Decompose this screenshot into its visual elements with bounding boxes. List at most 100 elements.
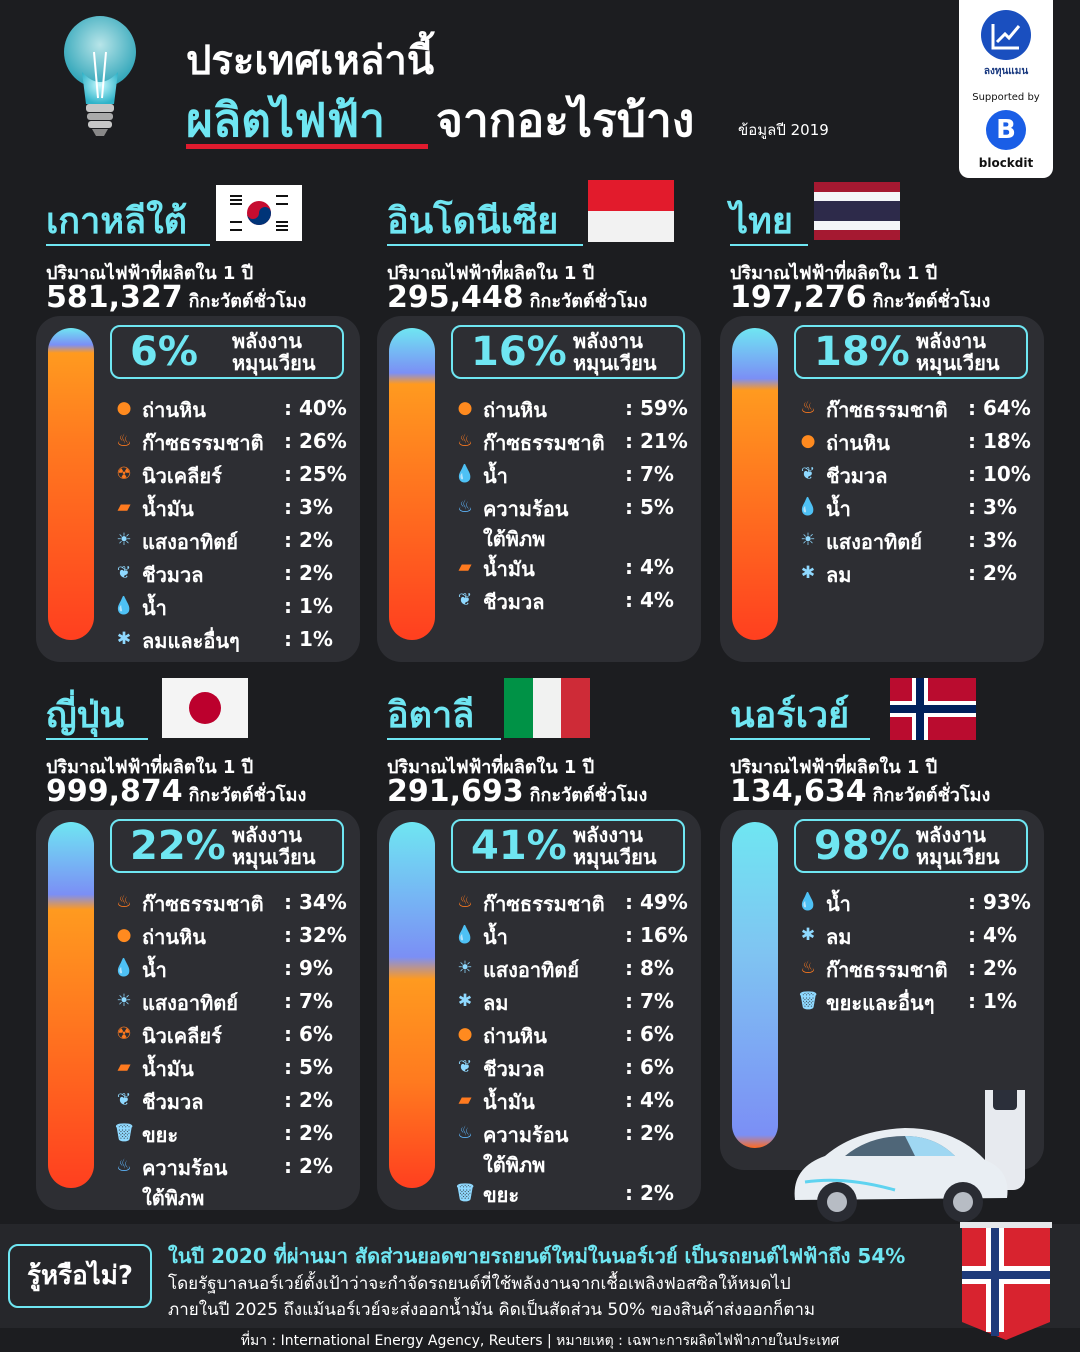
renewable-label-line-1: พลังงาน (232, 329, 302, 353)
oil-icon: ▰ (117, 1057, 131, 1077)
source-percent: : 2% (625, 1121, 674, 1145)
source-name: ถ่านหิน (142, 925, 206, 949)
country-name-underline (730, 738, 870, 740)
source-name: ชีวมวล (142, 563, 204, 587)
source-name: แสงอาทิตย์ (142, 991, 238, 1015)
source-name-line-2: ใต้พิภพ (483, 1153, 546, 1177)
source-percent: : 6% (625, 1055, 674, 1079)
source-percent: : 93% (968, 890, 1031, 914)
source-name: แสงอาทิตย์ (826, 530, 922, 554)
water-icon: 💧 (113, 958, 135, 978)
country-name-underline (730, 244, 808, 246)
renewable-label-line-2: หมุนเวียน (232, 845, 316, 869)
thailand-flag (814, 182, 900, 240)
source-name: น้ำ (142, 596, 167, 620)
source-name: ขยะ (142, 1123, 179, 1147)
source-name: แสงอาทิตย์ (483, 958, 579, 982)
source-name: นิวเคลียร์ (142, 1024, 222, 1048)
renewable-share-bar (48, 328, 94, 640)
source-name: น้ำ (826, 497, 851, 521)
gas-icon: ♨ (457, 892, 473, 912)
source-name: ชีวมวล (826, 464, 888, 488)
renewable-label-line-1: พลังงาน (916, 823, 986, 847)
source-name: ชีวมวล (142, 1090, 204, 1114)
renewable-share-bar (732, 822, 778, 1148)
source-name: น้ำมัน (142, 1057, 194, 1081)
source-name: นิวเคลียร์ (142, 464, 222, 488)
water-icon: 💧 (454, 464, 476, 484)
nuclear-icon: ☢ (116, 1024, 132, 1044)
renewable-label-line-1: พลังงาน (573, 329, 643, 353)
gas-icon: ♨ (116, 892, 132, 912)
source-percent: : 40% (284, 396, 347, 420)
renewable-label-line-2: หมุนเวียน (573, 351, 657, 375)
renewable-percent-box: 22% พลังงาน หมุนเวียน (110, 819, 344, 873)
geothermal-icon: ♨ (457, 497, 473, 517)
source-percent: : 4% (625, 588, 674, 612)
production-unit: กิกะวัตต์ชั่วโมง (529, 785, 648, 806)
source-name: ชีวมวล (483, 1057, 545, 1081)
source-name: ชีวมวล (483, 590, 545, 614)
italy-flag (504, 678, 590, 738)
solar-icon: ☀ (116, 991, 132, 1011)
wind-icon: ✱ (800, 563, 816, 583)
partner-name: blockdit (978, 156, 1034, 170)
renewable-percent-box: 18% พลังงาน หมุนเวียน (794, 325, 1028, 379)
production-unit: กิกะวัตต์ชั่วโมง (872, 785, 991, 806)
source-name: ลม (483, 991, 509, 1015)
renewable-share-bar (389, 328, 435, 640)
water-icon: 💧 (454, 925, 476, 945)
oil-icon: ▰ (458, 557, 472, 577)
source-percent: : 2% (968, 561, 1017, 585)
source-percent: : 34% (284, 890, 347, 914)
source-percent: : 1% (284, 594, 333, 618)
source-percent: : 1% (284, 627, 333, 651)
source-percent: : 6% (625, 1022, 674, 1046)
biomass-icon: ❦ (800, 464, 816, 484)
title-rest: จากอะไรบ้าง (436, 93, 695, 147)
source-name: แสงอาทิตย์ (142, 530, 238, 554)
production-value: 295,448 กิกะวัตต์ชั่วโมง (387, 280, 647, 315)
renewable-percent: 41% (471, 823, 567, 869)
country-name: ไทย (730, 201, 793, 242)
source-percent: : 3% (968, 528, 1017, 552)
wind-icon: ✱ (457, 991, 473, 1011)
country-name-underline (46, 244, 210, 246)
renewable-label-line-2: หมุนเวียน (916, 351, 1000, 375)
source-percent: : 7% (284, 989, 333, 1013)
production-unit: กิกะวัตต์ชั่วโมง (188, 291, 307, 312)
source-name: น้ำมัน (483, 1090, 535, 1114)
renewable-percent: 98% (814, 823, 910, 869)
source-name: ความร้อน (483, 1123, 569, 1147)
production-unit: กิกะวัตต์ชั่วโมง (188, 785, 307, 806)
production-unit: กิกะวัตต์ชั่วโมง (872, 291, 991, 312)
coal-icon: ● (800, 431, 816, 451)
source-percent: : 8% (625, 956, 674, 980)
source-percent: : 6% (284, 1022, 333, 1046)
source-name: ความร้อน (142, 1156, 228, 1180)
source-percent: : 2% (284, 528, 333, 552)
source-note: ที่มา : International Energy Agency, Reu… (240, 1333, 840, 1349)
source-name: น้ำ (142, 958, 167, 982)
source-percent: : 1% (968, 989, 1017, 1013)
source-percent: : 2% (284, 1088, 333, 1112)
biomass-icon: ❦ (116, 1090, 132, 1110)
source-name: ก๊าซธรรมชาติ (826, 958, 948, 982)
production-label: ปริมาณไฟฟ้าที่ผลิตใน 1 ปี (46, 263, 254, 284)
country-name-underline (387, 244, 583, 246)
renewable-percent-box: 16% พลังงาน หมุนเวียน (451, 325, 685, 379)
source-name: น้ำ (826, 892, 851, 916)
source-name: น้ำ (483, 464, 508, 488)
country-name-underline (46, 738, 148, 740)
source-percent: : 4% (625, 555, 674, 579)
did-you-know-headline: ในปี 2020 ที่ผ่านมา สัดส่วนยอดขายรถยนต์ใ… (168, 1244, 906, 1268)
supported-by-label: Supported by (972, 92, 1040, 103)
production-value: 291,693 กิกะวัตต์ชั่วโมง (387, 774, 647, 809)
title-line-1: ประเทศเหล่านี้ (186, 38, 435, 84)
source-name: ลม (826, 563, 852, 587)
country-name: เกาหลีใต้ (46, 201, 188, 242)
indonesia-flag (588, 180, 674, 242)
production-number: 581,327 (46, 280, 183, 315)
did-you-know-line-2: โดยรัฐบาลนอร์เวย์ตั้งเป้าว่าจะกำจัดรถยนต… (168, 1274, 791, 1294)
waste-icon: 🗑 (797, 991, 819, 1011)
